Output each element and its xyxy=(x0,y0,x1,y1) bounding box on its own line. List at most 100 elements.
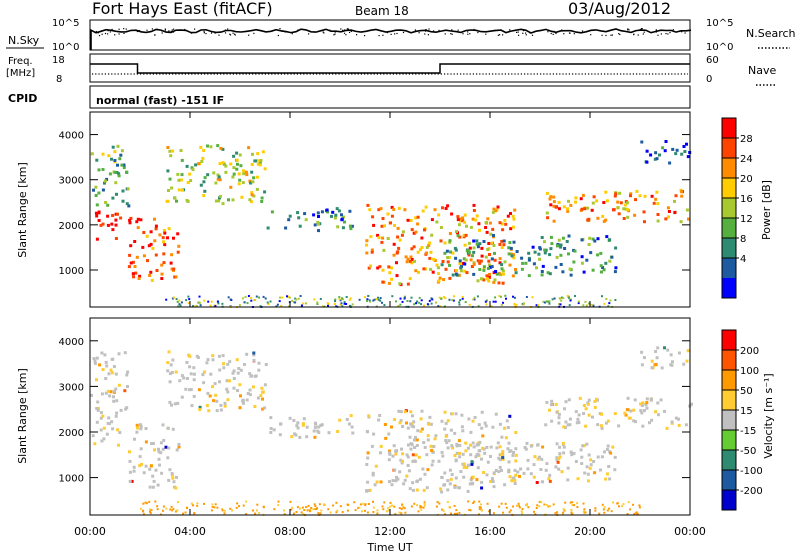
nsky-point xyxy=(639,28,641,31)
power-cell xyxy=(368,208,372,212)
nsky-point xyxy=(390,33,392,35)
power-cell xyxy=(141,245,145,249)
power-cell xyxy=(504,222,508,226)
power-cell xyxy=(543,248,547,252)
power-cell xyxy=(241,181,245,185)
power-cell xyxy=(97,210,101,214)
velocity-cell xyxy=(555,458,559,462)
power-cell xyxy=(420,246,424,249)
nsky-label: N.Sky xyxy=(8,34,40,47)
y-tick-label: 3000 xyxy=(59,382,84,393)
power-cell xyxy=(580,261,584,265)
velocity-cell xyxy=(175,510,177,513)
power-cell xyxy=(567,252,570,256)
velocity-cell xyxy=(138,423,142,427)
power-cell xyxy=(531,296,534,299)
power-cell xyxy=(134,271,138,275)
velocity-cell xyxy=(117,443,120,447)
velocity-cell xyxy=(241,399,245,403)
power-cell xyxy=(502,239,506,243)
velocity-cell xyxy=(148,485,152,489)
colorbar-swatch xyxy=(722,238,736,259)
velocity-cell xyxy=(168,400,172,404)
velocity-cell xyxy=(256,396,260,400)
power-cell xyxy=(365,251,369,255)
power-cell xyxy=(125,202,129,206)
velocity-cell xyxy=(580,462,584,465)
power-cell xyxy=(590,303,593,306)
power-cell xyxy=(478,261,482,265)
power-cell xyxy=(586,206,590,210)
power-cell xyxy=(94,194,98,197)
velocity-cell xyxy=(677,417,680,421)
velocity-cell xyxy=(591,415,594,419)
velocity-cell xyxy=(383,501,386,504)
velocity-cell xyxy=(428,415,432,419)
velocity-cell xyxy=(174,370,178,374)
velocity-cell xyxy=(529,472,533,476)
velocity-cell xyxy=(480,503,482,506)
nsky-point xyxy=(619,33,621,36)
nsky-point xyxy=(111,28,113,30)
velocity-cell xyxy=(526,467,530,471)
velocity-cell xyxy=(394,479,398,483)
power-cell xyxy=(472,209,476,212)
velocity-cell xyxy=(572,451,576,455)
nsky-point xyxy=(168,30,170,32)
velocity-cell xyxy=(409,410,413,414)
power-cell xyxy=(221,302,224,305)
power-cell xyxy=(485,303,488,306)
nsky-point xyxy=(364,35,366,37)
velocity-cell xyxy=(93,361,97,365)
power-cell xyxy=(587,243,591,246)
velocity-cell xyxy=(238,383,242,387)
velocity-cell xyxy=(248,393,252,397)
velocity-cell xyxy=(440,450,444,454)
velocity-cell xyxy=(171,476,175,480)
power-cell xyxy=(513,303,516,305)
power-cell xyxy=(467,250,471,254)
power-cell xyxy=(568,304,571,307)
power-cell xyxy=(663,149,667,153)
velocity-cell xyxy=(305,435,309,439)
velocity-cell xyxy=(465,466,469,470)
power-cell xyxy=(176,300,179,303)
power-cell xyxy=(618,191,622,195)
power-cell xyxy=(609,299,612,302)
velocity-cell xyxy=(366,489,370,493)
power-cell xyxy=(652,201,656,205)
velocity-cell xyxy=(289,500,292,503)
velocity-cell xyxy=(467,417,471,421)
power-cell xyxy=(494,270,498,273)
velocity-cell xyxy=(301,506,304,509)
power-cell xyxy=(493,258,497,262)
nsky-point xyxy=(138,29,140,32)
velocity-cell xyxy=(509,509,512,512)
power-cell xyxy=(105,177,109,181)
power-cell xyxy=(151,246,155,250)
velocity-cell xyxy=(411,414,414,418)
power-cell xyxy=(185,199,189,202)
nsky-point xyxy=(467,31,469,33)
velocity-cell xyxy=(481,434,485,438)
velocity-cell xyxy=(252,353,256,357)
power-cell xyxy=(338,296,341,299)
power-cell xyxy=(162,229,166,232)
velocity-cell xyxy=(143,513,145,516)
power-cell xyxy=(150,278,154,282)
power-cell xyxy=(383,224,386,228)
nave-label: Nave xyxy=(748,64,776,77)
velocity-cell xyxy=(455,444,459,448)
freq-label-1: Freq. xyxy=(8,56,33,67)
velocity-cell xyxy=(329,511,332,514)
power-cell xyxy=(596,237,600,241)
velocity-cell xyxy=(399,410,403,414)
power-cell xyxy=(113,170,117,174)
power-cell xyxy=(604,261,608,265)
colorbar-swatch xyxy=(722,490,736,511)
power-cell xyxy=(288,214,292,218)
power-cell xyxy=(502,301,504,304)
velocity-cell xyxy=(272,428,276,432)
velocity-cell xyxy=(496,441,500,445)
velocity-cell xyxy=(107,372,111,376)
